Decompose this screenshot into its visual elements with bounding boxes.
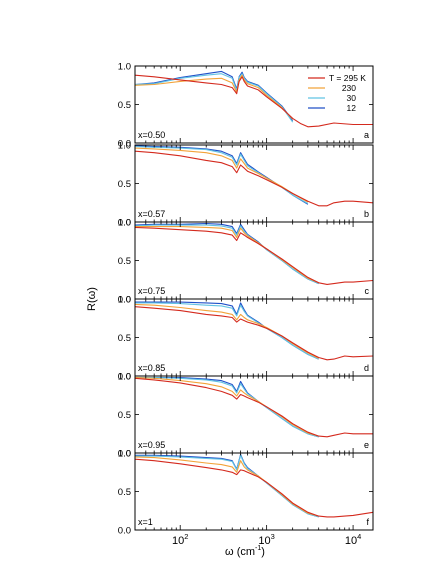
panel-frame-d (134, 298, 374, 377)
panel-f: 0.0 0.5 1.0 x=1 f (118, 449, 374, 537)
x-axis-label-main: ω (cm (225, 546, 255, 558)
series-line-e-3 (135, 376, 319, 438)
x-tick-label-exponent-0: 2 (184, 532, 188, 541)
series-line-a-0 (134, 74, 373, 128)
series-line-e-2 (135, 376, 319, 438)
y-axis-label: R(ω) (86, 287, 98, 311)
x-tick-label-base-2: 10 (345, 535, 357, 547)
x-tick-label-base-1: 10 (258, 535, 270, 547)
panel-letter-e: e (364, 440, 369, 450)
series-line-f-0 (134, 458, 374, 518)
y-tick-label-e-1: 0.5 (118, 410, 131, 421)
panel-letter-f: f (366, 517, 369, 527)
panel-letter-a: a (364, 130, 369, 140)
panel-letter-d: d (364, 363, 369, 373)
x-axis-label-close: ) (261, 546, 265, 558)
y-tick-label-d-2: 1.0 (118, 295, 131, 306)
y-tick-label-e-2: 1.0 (118, 372, 131, 383)
y-tick-label-e-0: 0.0 (118, 449, 131, 460)
series-line-f-1 (134, 456, 319, 517)
panel-composition-label-a: x=0.50 (138, 130, 165, 140)
y-tick-label-c-1: 0.5 (118, 256, 131, 267)
panel-frame-b (134, 144, 374, 223)
series-line-f-3 (135, 453, 319, 518)
y-tick-label-a-1: 0.5 (118, 100, 131, 111)
y-tick-label-d-0: 0.0 (118, 372, 131, 383)
series-line-b-2 (134, 145, 309, 204)
panel-frame-c (134, 221, 374, 300)
x-tick-label-1: 103 (258, 532, 274, 547)
series-line-e-1 (134, 376, 319, 437)
y-tick-label-d-1: 0.5 (118, 333, 131, 344)
panel-composition-label-b: x=0.57 (138, 209, 165, 219)
panel-composition-label-e: x=0.95 (138, 440, 165, 450)
legend-label-1: 230 (342, 83, 356, 93)
panel-b: 0.0 0.5 1.0 x=0.57 b (118, 141, 374, 229)
x-tick-label-exponent-2: 4 (357, 532, 361, 541)
series-line-c-0 (134, 226, 374, 285)
panel-c: 0.0 0.5 1.0 x=0.75 c (118, 218, 374, 306)
series-line-f-2 (135, 454, 319, 518)
legend-value-0: 295 (344, 73, 358, 83)
series-line-b-1 (134, 147, 309, 203)
y-tick-label-f-0: 0.0 (118, 526, 131, 537)
y-tick-label-c-0: 0.0 (118, 295, 131, 306)
series-line-e-0 (134, 377, 373, 438)
legend-label-3: 12 (347, 103, 357, 113)
x-tick-label-0: 102 (172, 532, 188, 547)
series-line-d-2 (135, 302, 319, 360)
series-line-c-1 (135, 226, 319, 284)
series-line-c-2 (134, 224, 319, 285)
x-axis-label-exponent: -1 (255, 545, 261, 552)
series-line-c-3 (134, 222, 319, 285)
legend-label-2: 30 (347, 93, 357, 103)
panel-e: 0.0 0.5 1.0 x=0.95 e (118, 372, 374, 460)
y-tick-label-b-2: 1.0 (118, 141, 131, 152)
y-tick-label-a-0: 0.0 (118, 139, 131, 150)
y-tick-label-f-2: 1.0 (118, 449, 131, 460)
panel-frame-f (134, 452, 374, 531)
y-tick-label-b-1: 0.5 (118, 179, 131, 190)
legend-title-prefix: T = (329, 73, 344, 83)
panels-group: 0.0 0.5 1.0 x=0.50 a 0.0 0.5 1.0 x=0.57 b 0.0 0.5 1.… (118, 62, 374, 547)
x-axis-label: ω (cm-1) (225, 545, 265, 558)
panel-d: 0.0 0.5 1.0 x=0.85 d (118, 295, 374, 383)
x-tick-label-base-0: 10 (172, 535, 184, 547)
panel-letter-b: b (364, 209, 369, 219)
x-tick-label-exponent-1: 3 (271, 532, 275, 541)
series-line-d-1 (134, 303, 319, 359)
series-line-a-2 (134, 73, 294, 123)
panel-frame-e (134, 375, 374, 454)
panel-composition-label-d: x=0.85 (138, 363, 165, 373)
y-tick-label-a-2: 1.0 (118, 62, 131, 73)
series-line-d-0 (134, 306, 374, 361)
series-line-d-3 (135, 301, 319, 360)
legend-unit: K (358, 73, 366, 83)
panel-letter-c: c (365, 286, 370, 296)
panel-composition-label-c: x=0.75 (138, 286, 165, 296)
series-line-b-3 (134, 145, 309, 205)
y-tick-label-f-1: 0.5 (118, 487, 131, 498)
y-tick-label-b-0: 0.0 (118, 218, 131, 229)
series-line-b-0 (134, 150, 374, 207)
panel-composition-label-f: x=1 (138, 517, 153, 527)
legend-label-0: T = 295 K (329, 73, 366, 83)
y-tick-label-c-2: 1.0 (118, 218, 131, 229)
x-tick-label-2: 104 (345, 532, 361, 547)
panel-a: 0.0 0.5 1.0 x=0.50 a (118, 62, 374, 150)
